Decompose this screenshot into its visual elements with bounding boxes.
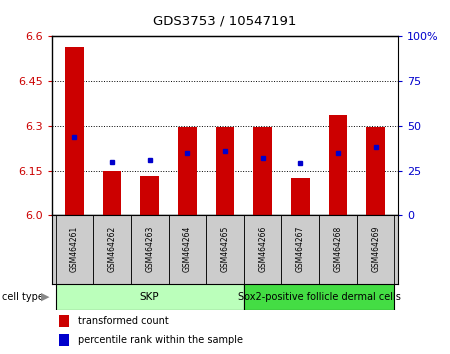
Text: transformed count: transformed count [78,316,168,326]
Text: GSM464262: GSM464262 [108,225,117,272]
Text: GSM464267: GSM464267 [296,225,305,272]
Bar [55,215,93,284]
Text: GSM464266: GSM464266 [258,225,267,272]
Bar [282,215,319,284]
Bar [58,315,69,327]
Text: percentile rank within the sample: percentile rank within the sample [78,335,243,345]
Bar [58,334,69,346]
Text: GSM464261: GSM464261 [70,225,79,272]
Bar [244,215,282,284]
Text: ▶: ▶ [41,292,49,302]
Bar [319,215,357,284]
Text: Sox2-positive follicle dermal cells: Sox2-positive follicle dermal cells [238,292,400,302]
Bar [55,284,244,310]
Text: GSM464264: GSM464264 [183,225,192,272]
Bar [140,177,159,215]
Bar [328,115,347,215]
Bar [65,47,84,215]
Bar [291,178,310,215]
Text: GSM464265: GSM464265 [220,225,230,272]
Bar [357,215,395,284]
Bar [103,171,122,215]
Text: GSM464269: GSM464269 [371,225,380,272]
Bar [216,127,234,215]
Bar [206,215,244,284]
Bar [253,127,272,215]
Text: cell type: cell type [2,292,44,302]
Bar [178,127,197,215]
Bar [366,127,385,215]
Bar [131,215,168,284]
Bar [168,215,206,284]
Text: SKP: SKP [140,292,159,302]
Bar [244,284,395,310]
Text: GSM464268: GSM464268 [333,225,342,272]
Text: GSM464263: GSM464263 [145,225,154,272]
Bar [93,215,131,284]
Text: GDS3753 / 10547191: GDS3753 / 10547191 [153,15,297,28]
